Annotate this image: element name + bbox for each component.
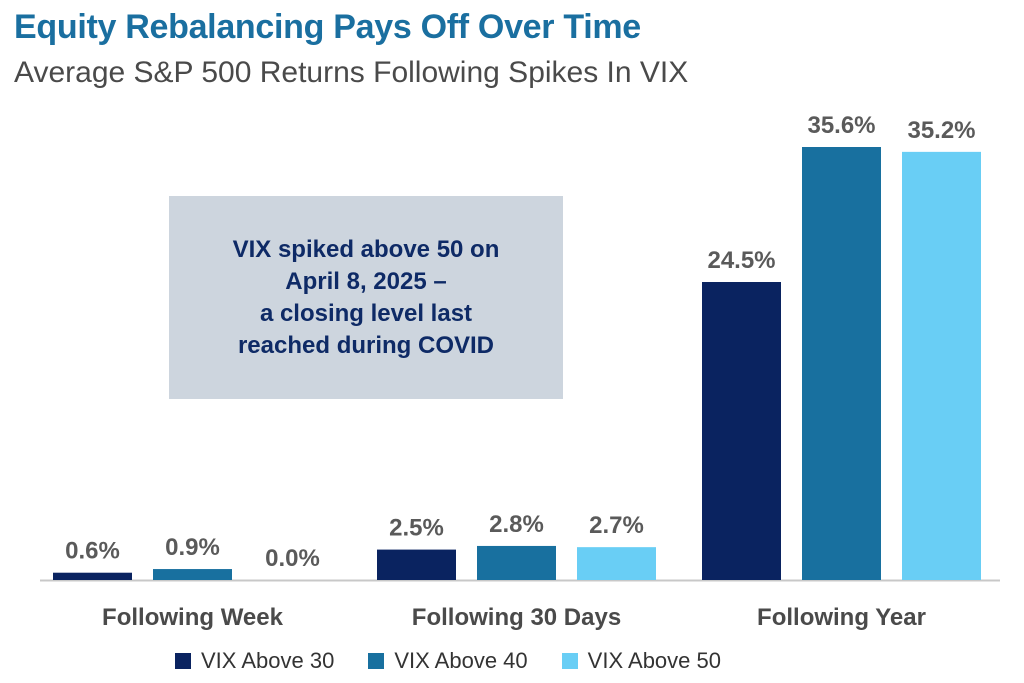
data-label: 35.2%: [907, 117, 975, 144]
data-label: 2.5%: [389, 515, 444, 542]
legend-item-vix-50: VIX Above 50: [561, 648, 721, 674]
category-label: Following 30 Days: [412, 604, 621, 631]
bar: [902, 151, 981, 580]
legend-swatch-vix-40: [368, 653, 385, 669]
bar: [53, 572, 132, 580]
chart-title: Equity Rebalancing Pays Off Over Time: [14, 8, 641, 46]
category-label: Following Week: [102, 604, 284, 631]
legend: VIX Above 30 VIX Above 40 VIX Above 50: [175, 648, 755, 674]
data-label: 2.8%: [489, 511, 544, 538]
bar: [577, 547, 656, 580]
bar: [153, 569, 232, 580]
data-label: 24.5%: [707, 247, 775, 274]
bar: [377, 549, 456, 580]
chart-subtitle: Average S&P 500 Returns Following Spikes…: [14, 56, 689, 89]
legend-item-vix-30: VIX Above 30: [175, 648, 334, 674]
category-label: Following Year: [757, 604, 926, 631]
legend-item-vix-40: VIX Above 40: [368, 648, 528, 674]
legend-label-vix-30: VIX Above 30: [201, 648, 335, 673]
data-label: 0.6%: [65, 538, 120, 565]
bar: [702, 282, 781, 580]
data-label: 2.7%: [589, 512, 644, 539]
legend-label-vix-50: VIX Above 50: [587, 648, 721, 673]
bar: [477, 545, 556, 580]
data-label: 0.9%: [165, 534, 220, 561]
data-label: 0.0%: [265, 545, 320, 572]
legend-swatch-vix-30: [175, 653, 191, 669]
data-label: 35.6%: [807, 112, 875, 139]
callout-box: VIX spiked above 50 on April 8, 2025 – a…: [169, 196, 563, 399]
bar: [802, 147, 881, 580]
legend-swatch-vix-50: [561, 653, 578, 669]
legend-label-vix-40: VIX Above 40: [394, 648, 528, 673]
